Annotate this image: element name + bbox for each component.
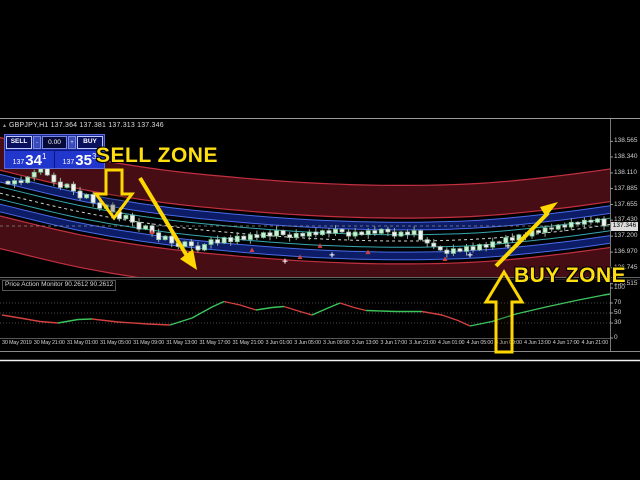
time-tick-label: 3 Jun 01:00 <box>265 340 293 346</box>
time-tick-label: 3 Jun 17:00 <box>380 340 407 346</box>
sell-zone-label[interactable]: SELL ZONE <box>96 144 218 167</box>
time-tick-label: 31 May 09:00 <box>133 340 165 346</box>
price-tick-label: 137.885 <box>614 184 638 192</box>
buy-price-big: 35 <box>75 151 92 169</box>
time-tick-label: 4 Jun 21:00 <box>581 340 608 346</box>
volume-input[interactable]: 0.00 <box>42 136 67 149</box>
chart-title-bar: ▴ GBPJPY,H1 137.364 137.381 137.313 137.… <box>3 122 164 129</box>
volume-stepper: - 0.00 + <box>33 136 76 149</box>
time-tick-label: 4 Jun 13:00 <box>524 340 551 346</box>
sell-price-sup: 1 <box>41 152 47 161</box>
expand-icon[interactable]: ▴ <box>3 122 7 129</box>
time-tick-label: 3 Jun 05:00 <box>294 340 321 346</box>
one-click-trading-panel: SELL - 0.00 + BUY 137 34 1 137 35 3 <box>4 134 105 169</box>
time-tick-label: 31 May 21:00 <box>232 340 264 346</box>
indicator-name-label: Price Action Monitor 90.2612 90.2612 <box>2 280 117 291</box>
sell-button[interactable]: SELL <box>6 136 32 149</box>
price-tick-label: 138.565 <box>614 137 638 145</box>
symbol-ohlc-title: GBPJPY,H1 137.364 137.381 137.313 137.34… <box>9 122 164 129</box>
time-tick-label: 3 Jun 09:00 <box>322 340 350 346</box>
indicator-tick-label: 100 <box>614 284 625 291</box>
price-tick-label: 136.745 <box>614 263 638 271</box>
time-tick-label: 31 May 17:00 <box>199 340 231 346</box>
price-tick-label: 138.340 <box>614 152 638 160</box>
price-tick-label: 136.515 <box>614 279 638 287</box>
indicator-tick-label: 50 <box>614 309 622 316</box>
time-tick-label: 31 May 05:00 <box>100 340 131 346</box>
time-tick-label: 3 Jun 13:00 <box>351 340 379 346</box>
price-tick-label: 137.200 <box>614 232 638 240</box>
time-tick-label: 4 Jun 05:00 <box>466 340 494 346</box>
price-tick-label: 138.110 <box>614 168 638 176</box>
sell-price-prefix: 137 <box>12 159 25 166</box>
time-tick-label: 30 May 21:00 <box>33 340 65 346</box>
time-tick-label: 4 Jun 17:00 <box>552 340 580 346</box>
buy-price-display[interactable]: 137 35 3 <box>55 151 104 168</box>
time-tick-label: 31 May 01:00 <box>66 340 98 346</box>
buy-button[interactable]: BUY <box>77 136 103 149</box>
price-tick-label: 137.655 <box>614 200 638 208</box>
volume-plus-button[interactable]: + <box>68 136 76 149</box>
sell-price-big: 34 <box>25 151 42 169</box>
volume-minus-button[interactable]: - <box>33 136 41 149</box>
time-axis[interactable]: 30 May 2019 30 May 21:00 31 May 01:00 31 Ma… <box>2 340 608 350</box>
time-tick-label: 4 Jun 01:00 <box>437 340 465 346</box>
buy-price-sup: 3 <box>91 152 97 161</box>
time-tick-label: 3 Jun 21:00 <box>409 340 436 346</box>
time-tick-label: 30 May 2019 <box>2 340 32 346</box>
price-tick-label: 136.970 <box>614 248 638 256</box>
buy-price-prefix: 137 <box>62 159 75 166</box>
time-tick-label: 4 Jun 09:00 <box>495 340 522 346</box>
price-tick-label: 137.430 <box>614 216 638 224</box>
buy-zone-label[interactable]: BUY ZONE <box>514 264 627 287</box>
current-price-badge: 137.346 <box>611 222 638 231</box>
indicator-tick-label: 70 <box>614 299 622 306</box>
time-tick-label: 31 May 13:00 <box>166 340 198 346</box>
indicator-tick-label: 0 <box>614 334 618 341</box>
sell-price-display[interactable]: 137 34 1 <box>5 151 55 168</box>
indicator-tick-label: 30 <box>614 319 622 326</box>
